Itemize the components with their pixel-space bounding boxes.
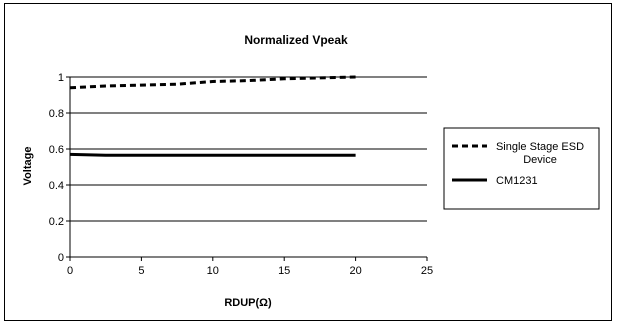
legend-box — [443, 127, 600, 210]
axes — [69, 77, 427, 258]
series-line-1 — [69, 75, 356, 90]
y-axis-label: Voltage — [22, 147, 34, 186]
chart-title: Normalized Vpeak — [244, 33, 348, 47]
x-tick-label: 10 — [207, 265, 219, 277]
legend-label-1-cont: Device — [523, 154, 557, 166]
y-tick-label: 0.6 — [49, 144, 64, 156]
y-tick-label: 0.2 — [49, 216, 64, 228]
y-tick-label: 0 — [58, 252, 64, 264]
y-tick-label: 1 — [58, 72, 64, 84]
series-lines — [69, 75, 356, 157]
grid-lines — [70, 76, 427, 258]
x-tick-label: 15 — [278, 265, 290, 277]
x-tick-label: 25 — [421, 265, 433, 277]
x-tick-label: 20 — [349, 265, 361, 277]
x-tick-label: 5 — [138, 265, 144, 277]
x-tick-labels: 0 5 10 15 20 25 — [67, 257, 433, 277]
y-tick-label: 0.8 — [49, 108, 64, 120]
x-axis-label: RDUP(Ω) — [224, 297, 272, 309]
series-line-2 — [69, 152, 356, 157]
y-tick-label: 0.4 — [49, 180, 64, 192]
y-tick-labels: 0 0.2 0.4 0.6 0.8 1 — [49, 72, 70, 264]
x-tick-label: 0 — [67, 265, 73, 277]
legend-label-2: CM1231 — [496, 175, 538, 187]
legend-label-1: Single Stage ESD — [496, 141, 584, 153]
